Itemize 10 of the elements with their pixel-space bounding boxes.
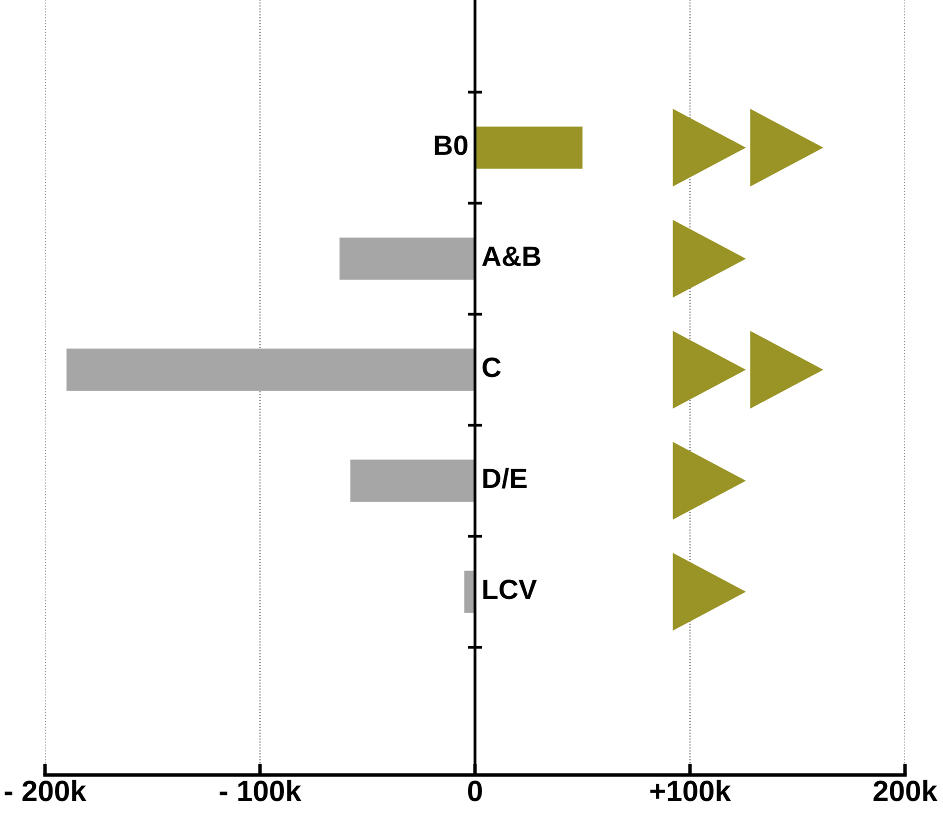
y-tick-label: LCV [483,580,537,600]
y-tick-label: C [482,358,501,378]
x-tick-label: 0 [468,780,482,802]
x-tick-label: +100k [650,780,731,802]
y-tick-label: D/E [483,468,527,489]
x-tick-label: - 100k [220,780,302,802]
y-tick-label: A&B [482,246,540,266]
y-tick-label: B0 [434,135,468,156]
x-tick-label: - 200k [4,780,86,802]
x-tick-label: 200k [874,780,938,802]
